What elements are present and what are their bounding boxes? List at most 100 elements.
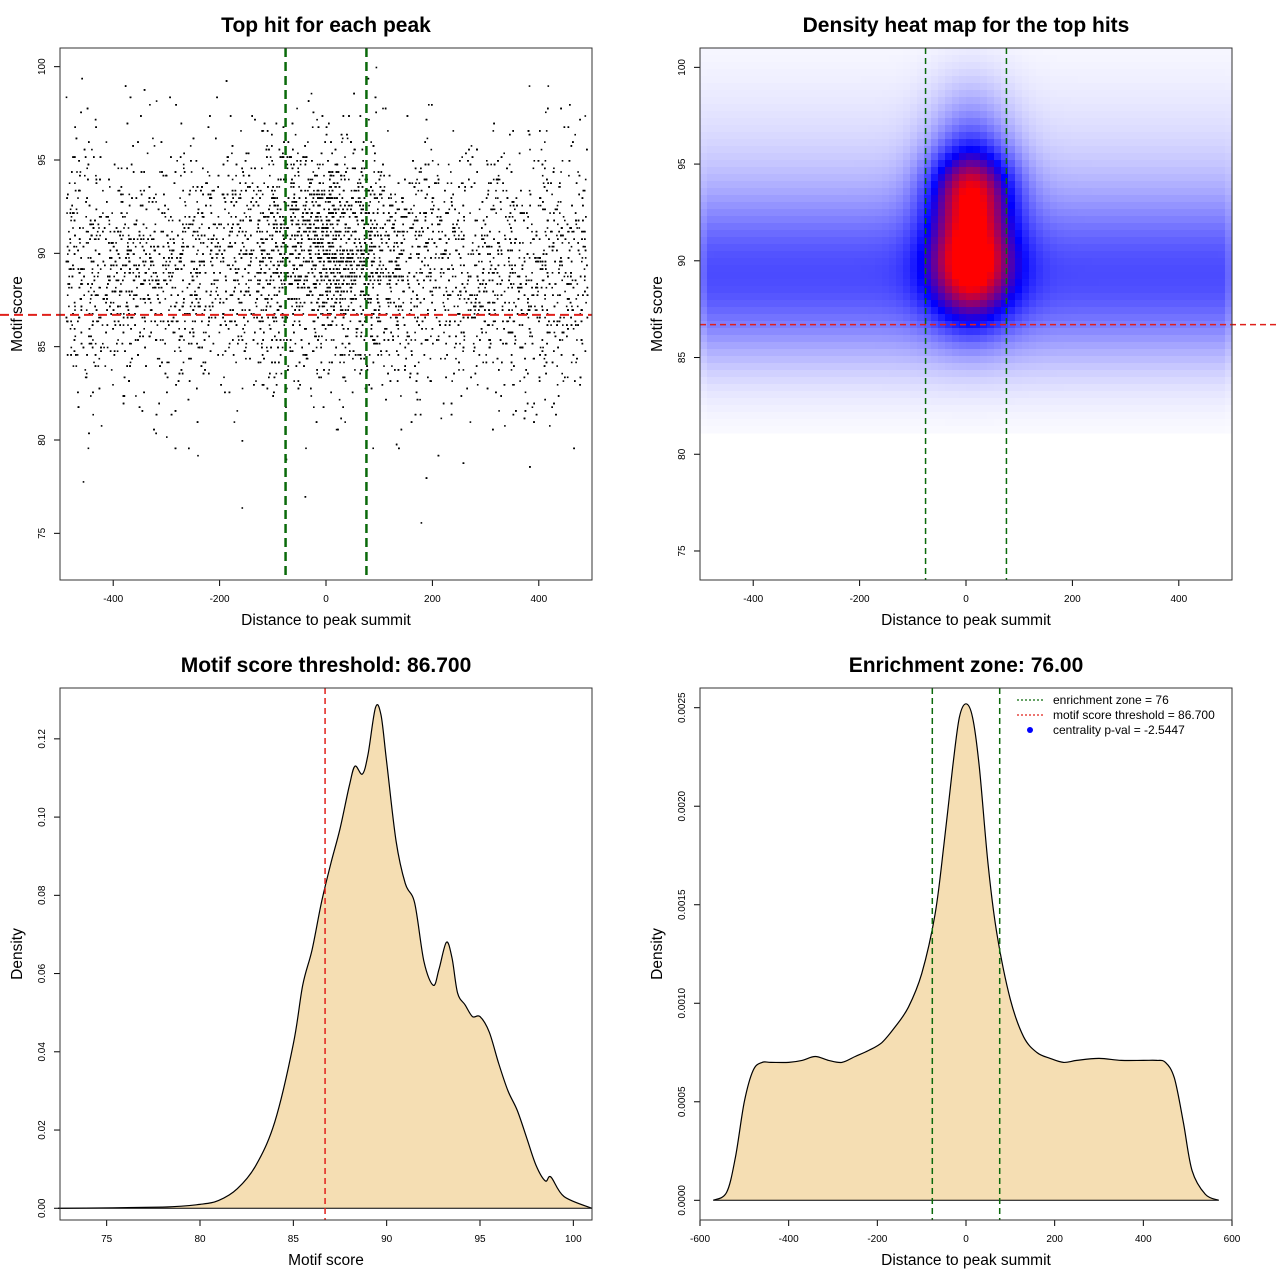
scatter-point (507, 286, 510, 289)
scatter-point (575, 223, 578, 226)
scatter-point (355, 253, 358, 255)
scatter-point (297, 167, 299, 170)
scatter-point (217, 253, 219, 255)
scatter-point (515, 197, 518, 199)
scatter-point (256, 272, 258, 274)
scatter-point (469, 421, 472, 423)
scatter-point (494, 294, 496, 296)
scatter-point (545, 234, 547, 237)
scatter-point (247, 208, 250, 211)
scatter-point (67, 283, 69, 285)
scatter-point (374, 219, 376, 222)
scatter-point (128, 290, 130, 293)
scatter-point (325, 339, 327, 341)
scatter-point (265, 264, 268, 267)
scatter-point (183, 245, 185, 248)
scatter-point (335, 186, 337, 188)
scatter-point (316, 163, 319, 166)
scatter-point (537, 290, 539, 293)
scatter-point (216, 286, 218, 289)
scatter-point (127, 324, 129, 326)
scatter-point (371, 245, 373, 248)
scatter-point (238, 339, 240, 341)
scatter-point (571, 230, 573, 233)
scatter-point (491, 324, 494, 326)
scatter-point (301, 305, 304, 308)
scatter-point (325, 301, 328, 304)
scatter-point (398, 313, 401, 315)
scatter-point (339, 264, 341, 267)
scatter-point (584, 245, 586, 248)
scatter-point (120, 201, 123, 203)
scatter-point (379, 279, 382, 282)
scatter-point (212, 305, 214, 308)
scatter-point (382, 264, 385, 267)
scatter-point (311, 272, 314, 274)
scatter-point (366, 298, 369, 300)
scatter-point (443, 305, 445, 308)
scatter-point (559, 212, 561, 214)
scatter-point (368, 354, 371, 356)
scatter-point (402, 197, 404, 199)
scatter-point (508, 301, 510, 304)
scatter-point (498, 275, 501, 278)
scatter-point (350, 189, 353, 192)
scatter-point (549, 212, 551, 214)
scatter-point (430, 208, 432, 211)
scatter-point (297, 152, 299, 155)
scatter-point (355, 331, 358, 334)
scatter-point (329, 249, 331, 252)
scatter-point (318, 272, 321, 274)
scatter-point (291, 245, 294, 248)
scatter-point (524, 342, 527, 345)
scatter-point (201, 216, 204, 218)
scatter-point (328, 361, 331, 364)
scatter-point (75, 208, 78, 211)
scatter-point (92, 413, 94, 416)
scatter-point (504, 425, 506, 427)
scatter-point (477, 313, 479, 315)
scatter-point (363, 253, 365, 255)
scatter-point (489, 268, 492, 270)
scatter-point (313, 286, 316, 289)
scatter-point (338, 398, 341, 401)
scatter-point (296, 230, 299, 233)
scatter-point (397, 328, 400, 330)
scatter-point (371, 249, 373, 252)
scatter-point (440, 275, 442, 278)
scatter-point (414, 316, 416, 319)
scatter-point (257, 283, 259, 285)
scatter-point (268, 268, 271, 270)
scatter-point (238, 197, 240, 199)
scatter-point (344, 346, 347, 349)
scatter-point (435, 316, 438, 319)
scatter-point (373, 160, 376, 162)
scatter-point (68, 182, 71, 184)
scatter-point (462, 369, 465, 371)
scatter-point (430, 148, 433, 151)
scatter-point (229, 294, 232, 296)
scatter-point (387, 305, 390, 308)
scatter-point (332, 174, 335, 177)
scatter-point (268, 253, 271, 255)
scatter-point (561, 339, 564, 341)
scatter-point (368, 238, 371, 240)
scatter-point (150, 275, 153, 278)
scatter-point (241, 387, 244, 390)
scatter-point (528, 189, 531, 192)
scatter-point (250, 279, 252, 282)
scatter-point (556, 384, 559, 386)
scatter-point (325, 290, 327, 293)
scatter-point (469, 212, 471, 214)
scatter-point (315, 245, 318, 248)
scatter-point (372, 283, 374, 285)
scatter-point (149, 234, 152, 237)
scatter-point (86, 167, 88, 170)
scatter-point (328, 186, 331, 188)
scatter-point (164, 298, 167, 300)
scatter-point (275, 372, 278, 375)
scatter-point (386, 234, 389, 237)
scatter-point (287, 275, 290, 278)
scatter-point (561, 372, 563, 375)
scatter-point (146, 152, 149, 155)
